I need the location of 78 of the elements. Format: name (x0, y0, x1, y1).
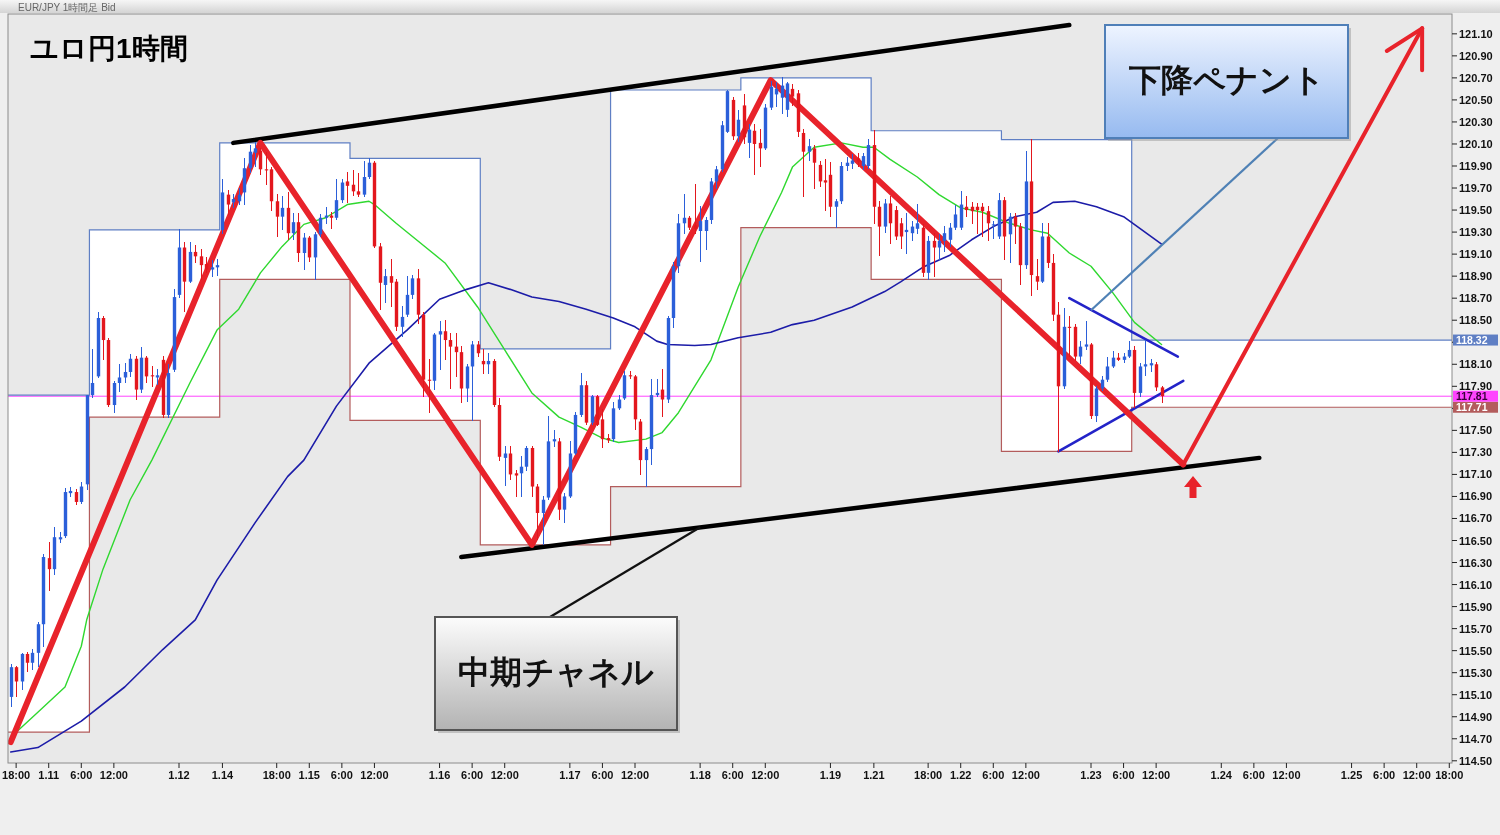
y-tick-label: 119.70 (1459, 182, 1493, 195)
text: ユロ円1時間 (30, 33, 188, 64)
y-tick-label: 116.90 (1459, 490, 1493, 503)
x-tick-label: 18:00 (1435, 769, 1464, 781)
y-tick-label: 115.50 (1459, 644, 1493, 657)
x-tick-label: 18:00 (2, 769, 31, 781)
x-tick-label: 12:00 (1272, 769, 1301, 781)
price-tag: 118.32 (1453, 334, 1498, 347)
y-tick-label: 117.90 (1459, 380, 1493, 393)
x-tick-label: 6:00 (70, 769, 93, 781)
x-tick-label: 1.25 (1340, 769, 1363, 781)
y-tick-label: 120.90 (1459, 49, 1493, 62)
annotation: 中期チャネル (458, 654, 654, 690)
x-tick-label: 1.16 (428, 769, 451, 781)
y-tick-label: 119.50 (1459, 204, 1493, 217)
y-tick-label: 118.90 (1459, 270, 1493, 283)
y-tick-label: 118.50 (1459, 314, 1493, 327)
y-tick-label: 118.10 (1459, 358, 1493, 371)
y-tick-label: 115.90 (1459, 600, 1493, 613)
x-tick-label: 6:00 (1242, 769, 1265, 781)
x-tick-label: 1.17 (559, 769, 581, 781)
x-tick-label: 6:00 (1112, 769, 1135, 781)
y-tick-label: 119.90 (1459, 160, 1493, 172)
x-tick-label: 6:00 (982, 769, 1005, 781)
x-tick-label: 18:00 (914, 769, 943, 781)
y-tick-label: 115.10 (1459, 688, 1493, 701)
x-tick-label: 1.18 (689, 769, 711, 781)
chart-subtitle: EUR/JPY 1時間足 Bid (18, 2, 116, 13)
y-tick-label: 120.70 (1459, 71, 1493, 84)
y-tick-label: 116.30 (1459, 556, 1493, 569)
y-tick-label: 119.10 (1459, 248, 1493, 261)
callout: 中期チャネル (434, 526, 701, 733)
x-tick-label: 1.19 (819, 769, 842, 781)
x-tick-label: 6:00 (1373, 769, 1396, 781)
x-tick-label: 6:00 (721, 769, 744, 781)
x-tick-label: 6:00 (461, 769, 484, 781)
y-tick-label: 119.30 (1459, 226, 1493, 239)
x-tick-label: 12:00 (1011, 769, 1040, 781)
data-label: 118.32 (1456, 334, 1488, 347)
y-tick-label: 117.30 (1459, 446, 1493, 459)
x-tick-label: 1.22 (950, 769, 972, 781)
y-tick-label: 116.10 (1459, 578, 1493, 591)
callout: 下降ペナント (1090, 24, 1351, 312)
x-tick-label: 12:00 (490, 769, 519, 781)
x-tick-label: 1.12 (168, 769, 190, 781)
x-tick-label: 6:00 (591, 769, 614, 781)
x-tick-label: 12:00 (620, 769, 650, 781)
y-tick-label: 121.10 (1459, 27, 1493, 40)
y-tick-label: 115.70 (1459, 622, 1493, 635)
y-tick-label: 118.70 (1459, 292, 1493, 305)
data-label: 117.71 (1456, 401, 1488, 414)
y-tick-label: 116.50 (1459, 534, 1493, 547)
annotation: 下降ペナント (1127, 62, 1325, 98)
x-tick-label: 1.21 (863, 769, 885, 781)
x-tick-label: 1.23 (1080, 769, 1102, 781)
y-tick-label: 115.30 (1459, 666, 1493, 679)
x-tick-label: 12:00 (1142, 769, 1171, 781)
x-tick-label: 1.14 (211, 769, 235, 781)
x-tick-label: 12:00 (99, 769, 128, 781)
y-tick-label: 120.50 (1459, 93, 1493, 106)
ref-line-label: 117.81 (1456, 390, 1488, 403)
y-tick-label: 114.70 (1459, 732, 1493, 745)
x-tick-label: 1.11 (38, 769, 60, 781)
y-tick-label: 120.30 (1459, 115, 1493, 128)
x-tick-label: 12:00 (751, 769, 780, 781)
y-tick-label: 114.90 (1459, 710, 1493, 723)
y-tick-label: 116.70 (1459, 512, 1493, 525)
y-tick-label: 117.10 (1459, 468, 1493, 481)
x-tick-label: 12:00 (360, 769, 389, 781)
price-tag: 117.81 (1453, 390, 1498, 403)
x-tick-label: 1.24 (1210, 769, 1233, 781)
y-tick-label: 114.50 (1459, 754, 1493, 767)
x-tick-label: 6:00 (330, 769, 353, 781)
x-tick-label: 12:00 (1402, 769, 1431, 781)
x-tick-label: 1.15 (298, 769, 320, 781)
y-tick-label: 120.10 (1459, 137, 1493, 150)
y-tick-label: 117.50 (1459, 424, 1493, 437)
x-tick-label: 18:00 (262, 769, 291, 781)
